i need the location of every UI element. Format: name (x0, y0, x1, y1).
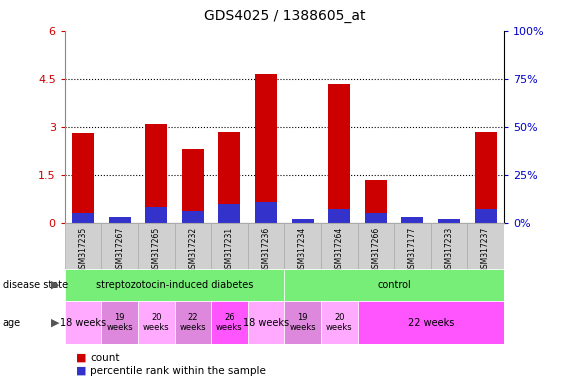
Text: ▶: ▶ (51, 280, 59, 290)
Text: GSM317235: GSM317235 (79, 227, 87, 273)
Text: 20
weeks: 20 weeks (326, 313, 352, 332)
Text: ▶: ▶ (51, 318, 59, 328)
Bar (145, 124, 167, 223)
Bar (321, 301, 358, 344)
Text: GDS4025 / 1388605_at: GDS4025 / 1388605_at (204, 9, 365, 23)
Bar (211, 301, 248, 344)
Bar (248, 301, 284, 344)
Bar (218, 131, 240, 223)
Text: 19
weeks: 19 weeks (289, 313, 316, 332)
Bar (358, 223, 394, 269)
Text: age: age (3, 318, 21, 328)
Bar (475, 131, 497, 223)
Bar (255, 202, 277, 223)
Bar (475, 209, 497, 223)
Bar (401, 217, 423, 223)
Text: 22
weeks: 22 weeks (180, 313, 206, 332)
Bar (358, 301, 504, 344)
Bar (328, 84, 350, 223)
Text: GSM317233: GSM317233 (445, 227, 453, 273)
Bar (138, 301, 175, 344)
Bar (394, 223, 431, 269)
Text: percentile rank within the sample: percentile rank within the sample (90, 366, 266, 376)
Text: ■: ■ (76, 366, 87, 376)
Bar (292, 222, 314, 223)
Bar (109, 217, 131, 223)
Bar (175, 301, 211, 344)
Bar (65, 301, 101, 344)
Text: GSM317234: GSM317234 (298, 227, 307, 273)
Bar (284, 223, 321, 269)
Bar (138, 223, 175, 269)
Bar (248, 223, 284, 269)
Bar (65, 223, 101, 269)
Bar (182, 149, 204, 223)
Bar (365, 180, 387, 223)
Text: GSM317231: GSM317231 (225, 227, 234, 273)
Text: GSM317237: GSM317237 (481, 227, 490, 273)
Text: GSM317236: GSM317236 (262, 227, 270, 273)
Bar (101, 223, 138, 269)
Bar (467, 223, 504, 269)
Bar (101, 301, 138, 344)
Text: GSM317265: GSM317265 (152, 227, 160, 273)
Bar (438, 219, 460, 223)
Bar (328, 209, 350, 223)
Bar (292, 219, 314, 223)
Bar (321, 223, 358, 269)
Bar (175, 223, 211, 269)
Text: 26
weeks: 26 weeks (216, 313, 243, 332)
Text: 18 weeks: 18 weeks (243, 318, 289, 328)
Bar (218, 204, 240, 223)
Bar (365, 213, 387, 223)
Text: ■: ■ (76, 353, 87, 363)
Bar (72, 133, 94, 223)
Text: streptozotocin-induced diabetes: streptozotocin-induced diabetes (96, 280, 253, 290)
Text: control: control (377, 280, 411, 290)
Bar (182, 211, 204, 223)
Bar (72, 213, 94, 223)
Bar (145, 207, 167, 223)
Text: disease state: disease state (3, 280, 68, 290)
Bar (109, 221, 131, 223)
Bar (438, 222, 460, 223)
Text: count: count (90, 353, 119, 363)
Bar (65, 269, 284, 301)
Text: 18 weeks: 18 weeks (60, 318, 106, 328)
Bar (284, 301, 321, 344)
Bar (431, 223, 467, 269)
Bar (255, 74, 277, 223)
Text: 22 weeks: 22 weeks (408, 318, 454, 328)
Bar (211, 223, 248, 269)
Text: GSM317232: GSM317232 (189, 227, 197, 273)
Bar (401, 221, 423, 223)
Bar (284, 269, 504, 301)
Text: GSM317266: GSM317266 (372, 227, 380, 273)
Text: GSM317264: GSM317264 (335, 227, 343, 273)
Text: GSM317267: GSM317267 (115, 227, 124, 273)
Text: GSM317177: GSM317177 (408, 227, 417, 273)
Text: 20
weeks: 20 weeks (143, 313, 169, 332)
Text: 19
weeks: 19 weeks (106, 313, 133, 332)
